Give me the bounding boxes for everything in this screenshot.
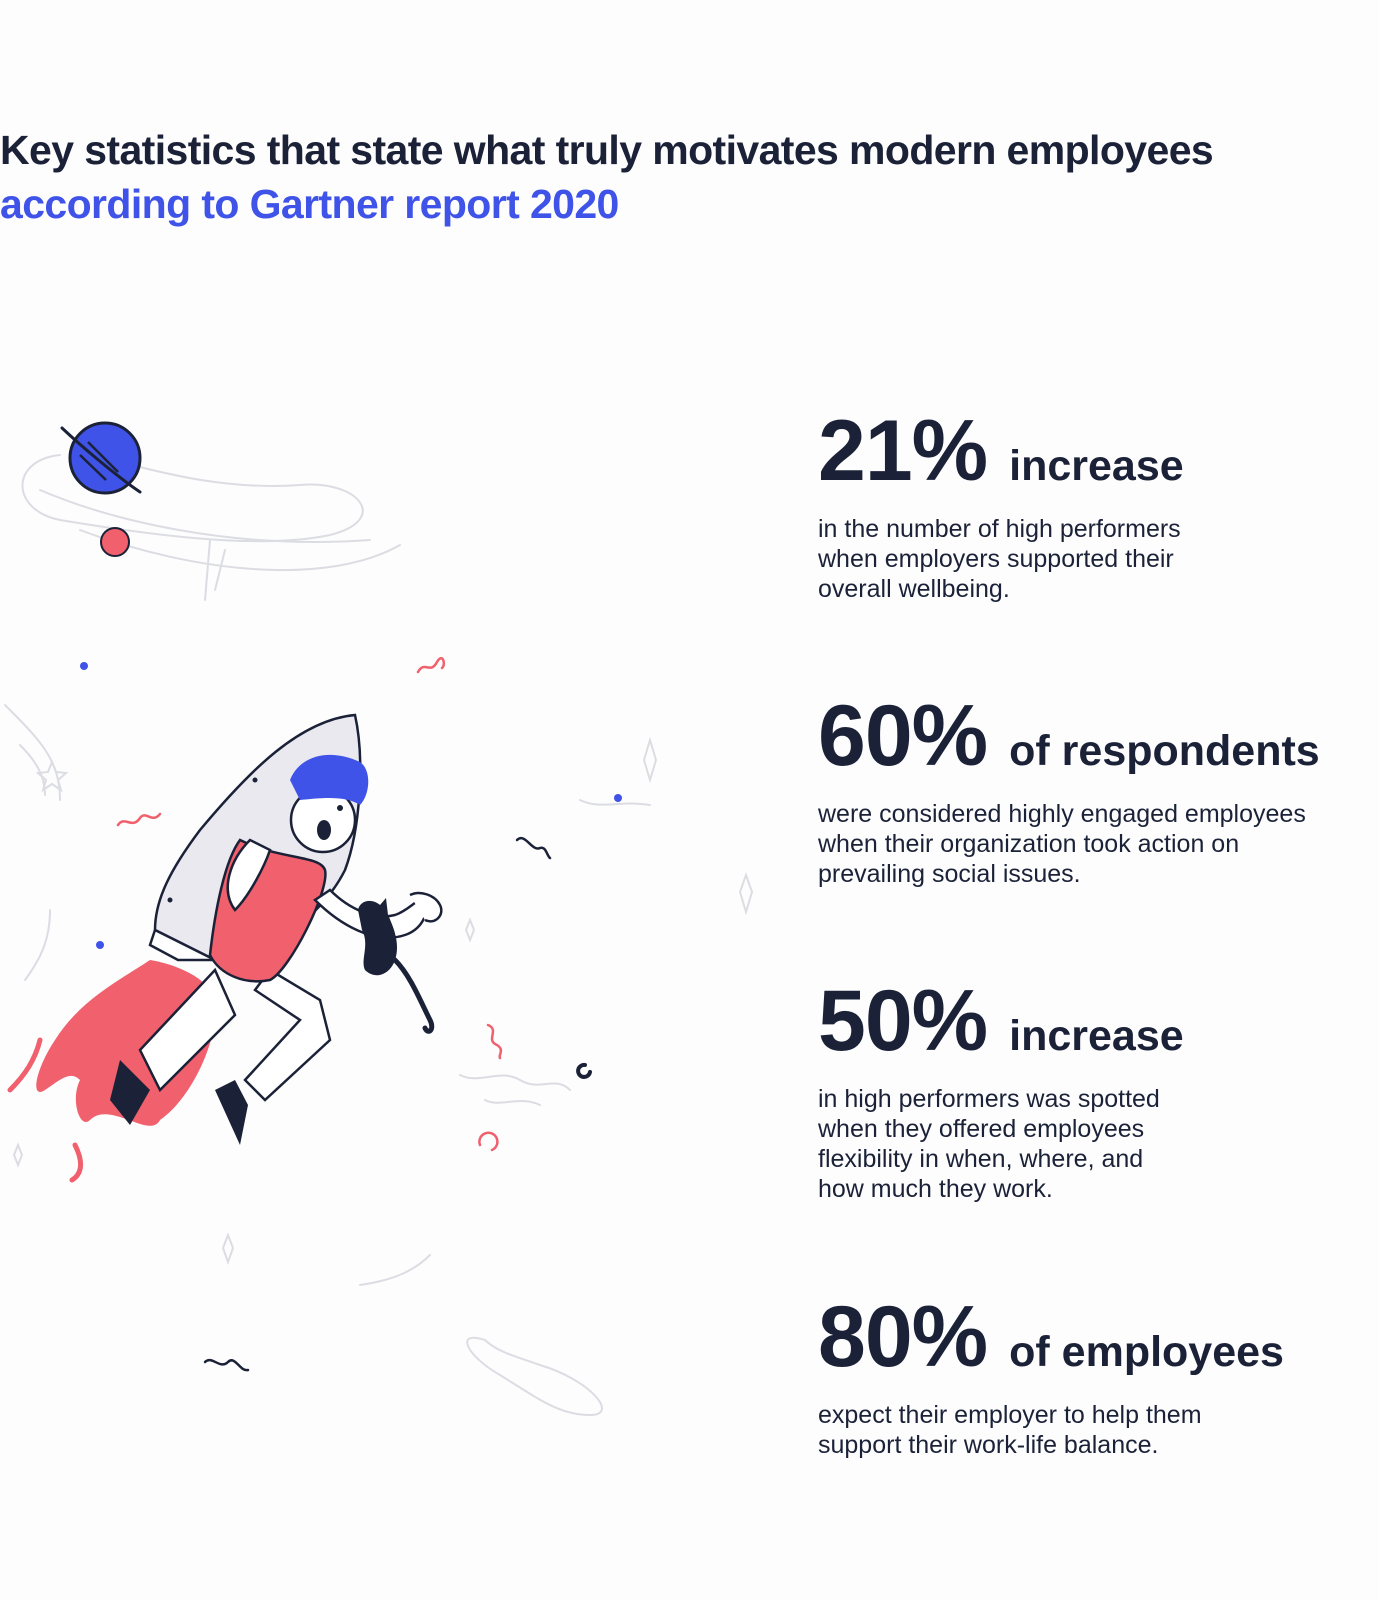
stat-value: 60% — [818, 688, 988, 784]
stat-heading: 50% increase — [818, 978, 1378, 1064]
stat-value: 50% — [818, 973, 988, 1069]
stat-suffix: of employees — [1009, 1328, 1284, 1376]
stat-value: 21% — [818, 403, 988, 499]
stat-description: in high performers was spotted when they… — [818, 1085, 1160, 1203]
stat-block: 60% of respondents were considered highly… — [818, 693, 1378, 889]
stat-heading: 80% of employees — [818, 1294, 1378, 1380]
stat-value: 80% — [818, 1289, 988, 1385]
stat-suffix: increase — [1009, 1012, 1184, 1060]
stat-description: were considered highly engaged employees… — [818, 800, 1306, 888]
stat-description: in the number of high performers when em… — [818, 515, 1181, 603]
stat-block: 80% of employees expect their employer to… — [818, 1294, 1378, 1460]
stat-heading: 21% increase — [818, 408, 1378, 494]
title-line-1: Key statistics that state what truly mot… — [0, 127, 1214, 174]
stat-block: 21% increase in the number of high perfor… — [818, 408, 1378, 604]
page-title: Key statistics that state what truly mot… — [0, 123, 1379, 231]
stat-block: 50% increase in high performers was spott… — [818, 978, 1378, 1204]
stat-suffix: of respondents — [1009, 727, 1320, 775]
stat-heading: 60% of respondents — [818, 693, 1378, 779]
stat-description: expect their employer to help them suppo… — [818, 1401, 1202, 1459]
title-line-2: according to Gartner report 2020 — [0, 181, 619, 228]
rocket-boy-with-cat-illustration — [4, 421, 754, 1417]
stat-suffix: increase — [1009, 442, 1184, 490]
